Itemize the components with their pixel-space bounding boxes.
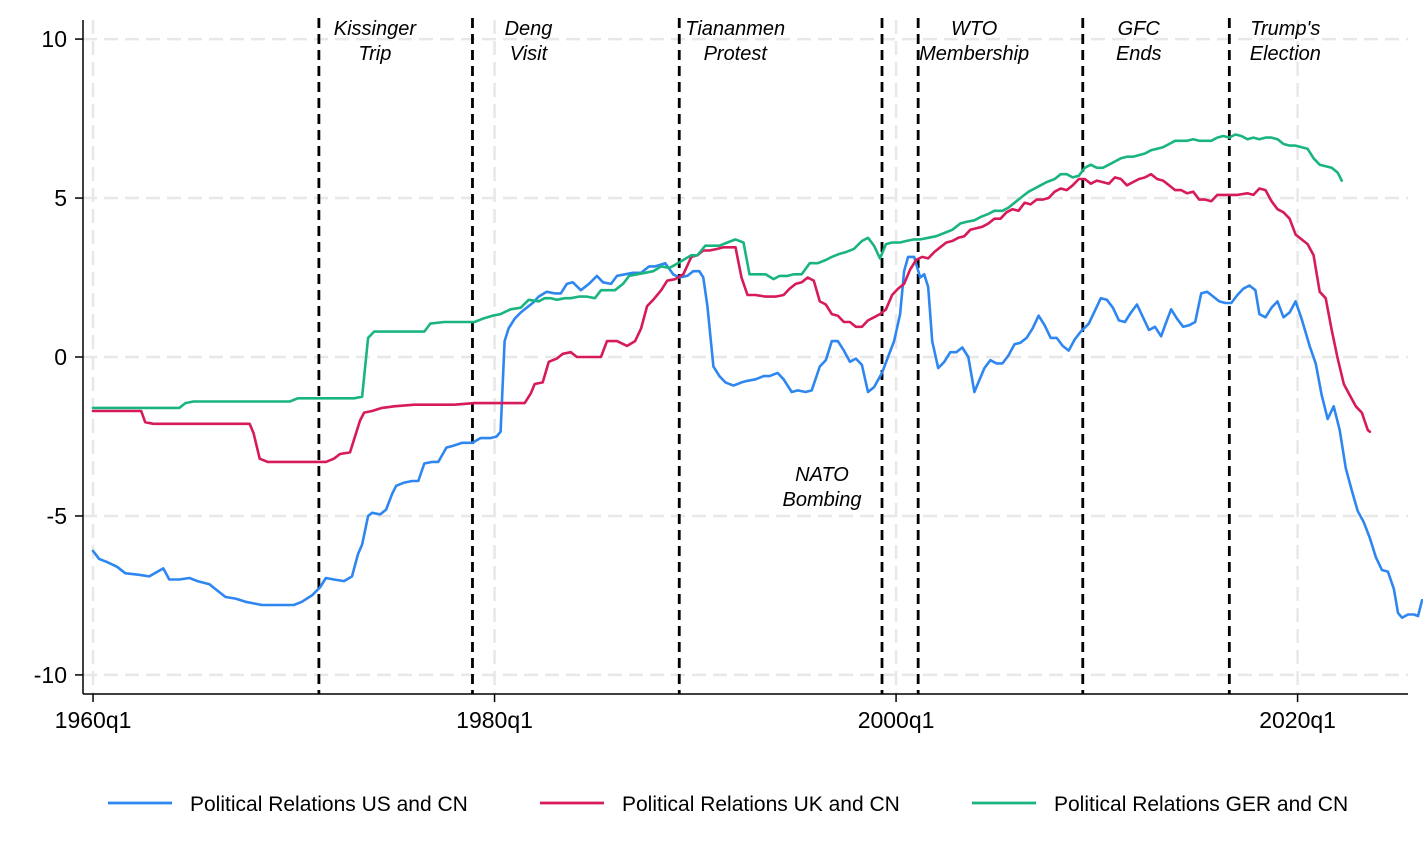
series-line-3 <box>91 133 1344 410</box>
event-label: Trump's <box>1250 18 1320 40</box>
y-tick-label: 0 <box>54 344 67 370</box>
event-lines: Kissinger Trip Deng Visit Tiananmen Protest NA… <box>317 18 1321 694</box>
y-tick-label: 10 <box>41 26 67 52</box>
event-label: Tiananmen <box>685 18 785 40</box>
legend-label-2: Political Relations UK and CN <box>622 793 900 816</box>
y-tick-label: -5 <box>47 503 67 529</box>
event-label: Kissinger <box>334 18 418 40</box>
gridlines <box>83 20 1408 694</box>
legend-label-1: Political Relations US and CN <box>190 793 468 816</box>
event-label: NATO <box>795 464 849 486</box>
event-label: Bombing <box>783 489 862 511</box>
axes: 10 5 0 -5 -10 1960q1 1980q1 2000q1 2020q1 <box>34 20 1408 733</box>
x-tick-label: 2020q1 <box>1259 707 1336 733</box>
series-lines <box>91 133 1423 619</box>
y-tick-label: 5 <box>54 185 67 211</box>
event-label: GFC <box>1118 18 1161 40</box>
event-label: Trip <box>358 43 391 65</box>
x-tick-label: 1980q1 <box>456 707 533 733</box>
event-label: Election <box>1250 43 1321 65</box>
event-label: Deng <box>505 18 553 40</box>
legend-label-3: Political Relations GER and CN <box>1054 793 1348 816</box>
y-tick-label: -10 <box>34 662 67 688</box>
event-label: Protest <box>704 43 769 65</box>
event-label: WTO <box>951 18 997 40</box>
legend: Political Relations US and CN Political R… <box>108 793 1348 816</box>
x-tick-label: 1960q1 <box>55 707 132 733</box>
x-tick-label: 2000q1 <box>858 707 935 733</box>
event-label: Ends <box>1116 43 1162 65</box>
event-label: Visit <box>510 43 549 65</box>
event-label: Membership <box>919 43 1029 65</box>
series-line-2 <box>91 172 1372 464</box>
series-line-1 <box>91 255 1423 619</box>
